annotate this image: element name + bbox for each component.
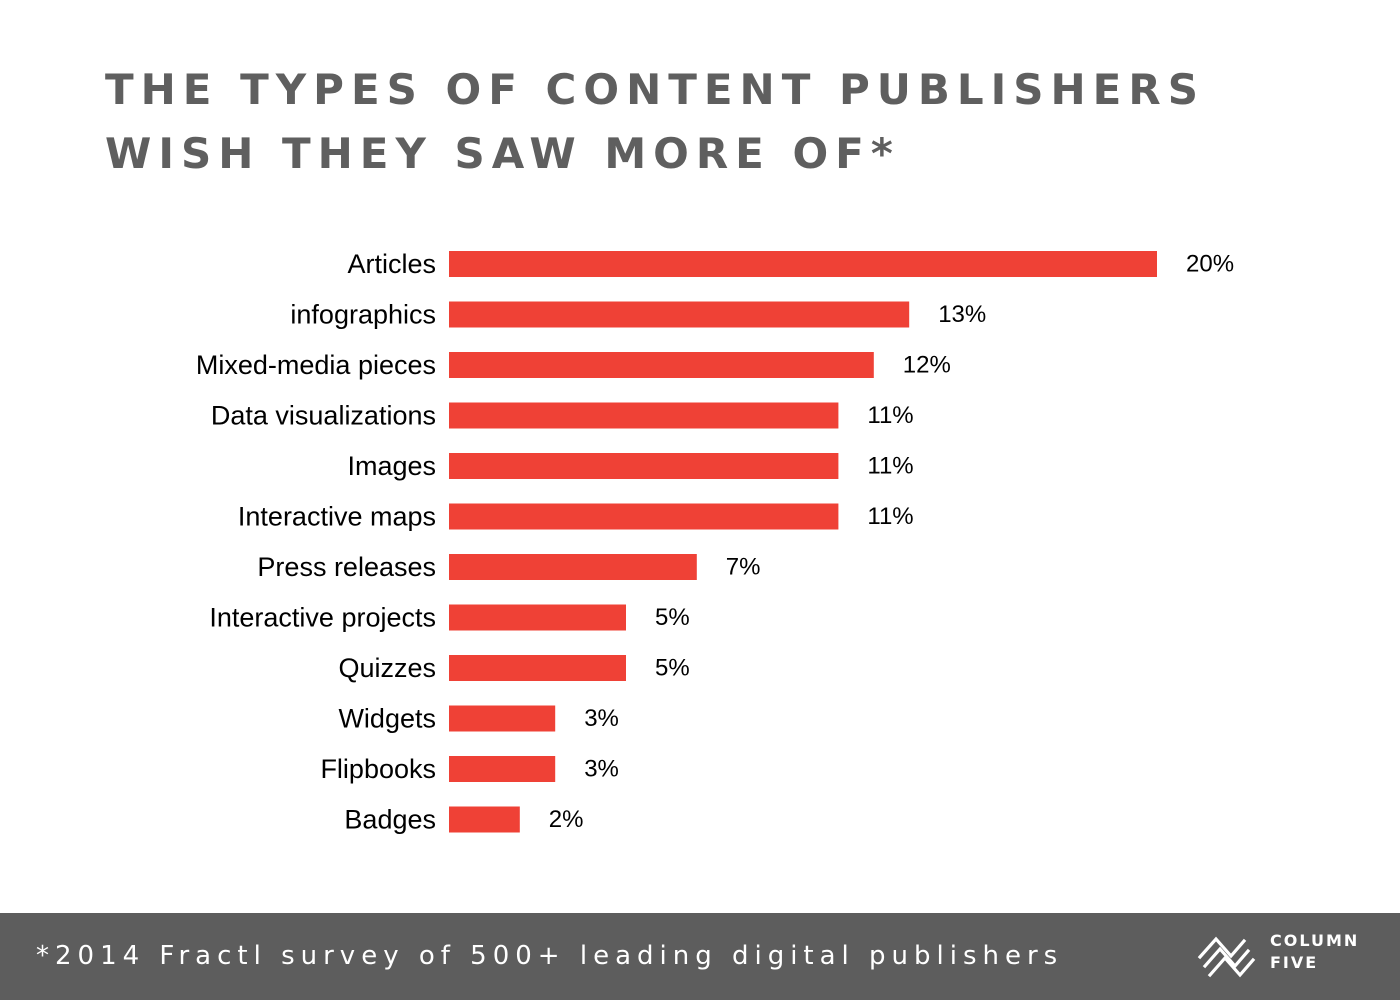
bar xyxy=(449,705,556,732)
category-label: Interactive projects xyxy=(209,603,436,633)
value-label: 2% xyxy=(549,806,584,833)
value-label: 20% xyxy=(1186,251,1234,278)
brand-wordmark: COLUMN FIVE xyxy=(1270,930,1359,974)
value-label: 11% xyxy=(867,453,913,480)
value-label: 5% xyxy=(655,604,690,631)
brand-line-1: COLUMN xyxy=(1270,931,1360,950)
chart-title-line-2: WISH THEY SAW MORE OF* xyxy=(105,129,900,178)
category-label: Images xyxy=(347,451,436,481)
column-five-logo: COLUMN FIVE xyxy=(1196,927,1376,987)
value-label: 11% xyxy=(867,402,913,429)
category-label: Articles xyxy=(347,249,436,279)
category-label: Press releases xyxy=(257,552,436,582)
bar xyxy=(449,806,520,833)
bar xyxy=(449,756,556,782)
bar xyxy=(449,604,626,631)
source-footnote: *2014 Fractl survey of 500+ leading digi… xyxy=(36,941,1064,971)
bar xyxy=(449,301,910,328)
value-label: 13% xyxy=(938,301,986,328)
column-five-mark-icon xyxy=(1197,936,1256,978)
bar xyxy=(449,655,626,681)
value-label: 11% xyxy=(867,503,913,530)
value-label: 3% xyxy=(584,705,619,732)
bar-chart: Articles 20% infographics 13% Mixed-media pi… xyxy=(196,249,1234,835)
category-label: Data visualizations xyxy=(211,401,436,431)
category-label: Widgets xyxy=(338,704,436,734)
category-label: Flipbooks xyxy=(320,754,436,784)
chart-title-line-1: THE TYPES OF CONTENT PUBLISHERS xyxy=(105,65,1205,114)
category-label: infographics xyxy=(290,300,436,330)
chart-title: THE TYPES OF CONTENT PUBLISHERS WISH THE… xyxy=(105,58,1305,186)
bar xyxy=(449,251,1157,277)
value-label: 5% xyxy=(655,655,690,682)
footer-bar: *2014 Fractl survey of 500+ leading digi… xyxy=(0,913,1400,1000)
category-label: Quizzes xyxy=(338,653,436,683)
category-label: Mixed-media pieces xyxy=(196,350,436,380)
bar xyxy=(449,453,839,479)
bar xyxy=(449,352,874,378)
category-label: Interactive maps xyxy=(238,502,436,532)
value-label: 3% xyxy=(584,756,619,783)
category-label: Badges xyxy=(344,805,436,835)
value-label: 7% xyxy=(726,554,761,581)
bar xyxy=(449,402,839,429)
brand-line-2: FIVE xyxy=(1270,953,1319,972)
bar xyxy=(449,503,839,530)
bar xyxy=(449,554,697,580)
value-label: 12% xyxy=(903,352,951,379)
